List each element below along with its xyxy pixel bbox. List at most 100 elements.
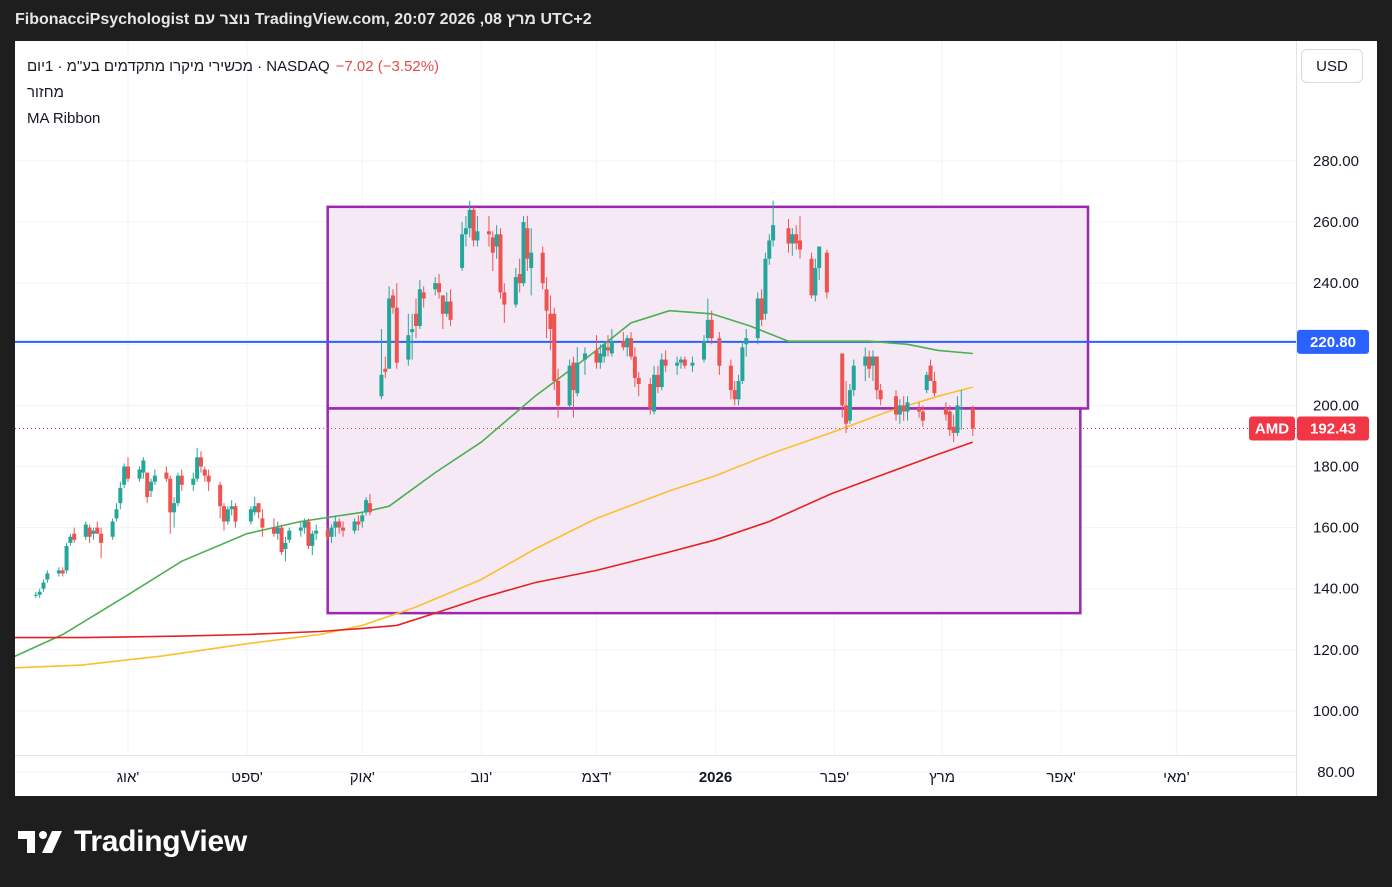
candle[interactable] (95, 521, 100, 534)
candle[interactable] (771, 200, 776, 247)
candle[interactable] (222, 503, 226, 531)
candle[interactable] (790, 228, 795, 256)
candle[interactable] (72, 527, 77, 543)
candle[interactable] (582, 347, 587, 375)
candle[interactable] (337, 518, 342, 534)
candle[interactable] (970, 405, 975, 436)
candle[interactable] (598, 344, 603, 369)
volume-legend[interactable]: מחזור (27, 84, 64, 101)
candle[interactable] (233, 503, 238, 528)
candle[interactable] (37, 588, 42, 598)
candle[interactable] (728, 359, 733, 400)
candle[interactable] (448, 289, 453, 326)
candle[interactable] (56, 567, 61, 577)
candle[interactable] (602, 341, 607, 363)
candle[interactable] (360, 512, 365, 528)
candle[interactable] (548, 295, 553, 351)
candle[interactable] (951, 414, 956, 443)
candle[interactable] (414, 298, 418, 339)
candle[interactable] (152, 469, 157, 485)
candle[interactable] (920, 405, 925, 427)
candle[interactable] (91, 527, 96, 540)
candle[interactable] (851, 359, 856, 397)
candle[interactable] (83, 521, 88, 540)
candle[interactable] (45, 570, 50, 583)
candle[interactable] (736, 374, 741, 406)
candle[interactable] (606, 335, 610, 357)
candle[interactable] (463, 215, 468, 247)
candle[interactable] (149, 478, 154, 498)
candle[interactable] (709, 310, 714, 345)
candle[interactable] (609, 329, 614, 357)
candle[interactable] (460, 222, 465, 271)
candle[interactable] (179, 469, 184, 491)
candle[interactable] (229, 500, 234, 516)
candle[interactable] (648, 377, 653, 415)
candle[interactable] (394, 283, 399, 369)
candle[interactable] (283, 536, 288, 562)
candle[interactable] (60, 567, 65, 577)
candle[interactable] (517, 258, 522, 293)
candle[interactable] (755, 292, 760, 345)
candle[interactable] (417, 280, 422, 330)
candle[interactable] (847, 384, 852, 424)
candle[interactable] (682, 356, 687, 369)
candle[interactable] (172, 497, 177, 528)
candle[interactable] (225, 506, 230, 525)
candle[interactable] (68, 533, 73, 546)
candle[interactable] (943, 402, 948, 421)
candle[interactable] (894, 390, 898, 421)
candle[interactable] (817, 246, 822, 281)
candle[interactable] (544, 277, 549, 339)
candle[interactable] (471, 206, 476, 247)
candle[interactable] (959, 390, 964, 430)
candle[interactable] (759, 289, 764, 326)
candle[interactable] (99, 527, 104, 559)
candle[interactable] (118, 481, 123, 510)
candle[interactable] (198, 451, 203, 473)
candle[interactable] (867, 350, 872, 378)
candle[interactable] (195, 448, 200, 482)
candle[interactable] (947, 405, 952, 436)
candle[interactable] (325, 527, 330, 540)
candle[interactable] (763, 252, 768, 320)
candle[interactable] (379, 329, 384, 400)
candle[interactable] (191, 472, 196, 491)
candle[interactable] (218, 481, 223, 519)
candle[interactable] (126, 457, 130, 482)
candle[interactable] (744, 329, 749, 357)
candle[interactable] (874, 356, 879, 400)
candle[interactable] (897, 399, 902, 424)
candle[interactable] (248, 506, 253, 525)
candle[interactable] (705, 298, 710, 342)
candle[interactable] (690, 356, 695, 372)
candle[interactable] (498, 228, 503, 299)
candle[interactable] (298, 521, 303, 537)
candle[interactable] (809, 252, 814, 299)
candle[interactable] (863, 347, 868, 381)
candle[interactable] (421, 286, 426, 308)
currency-button[interactable]: USD (1301, 49, 1363, 83)
candle[interactable] (652, 365, 657, 415)
candle[interactable] (870, 350, 875, 381)
candle[interactable] (329, 524, 334, 543)
candle[interactable] (521, 215, 526, 287)
candle[interactable] (440, 295, 445, 330)
candle[interactable] (928, 359, 933, 381)
candle[interactable] (367, 493, 372, 516)
candle[interactable] (314, 524, 319, 540)
candle[interactable] (794, 225, 799, 250)
candle[interactable] (110, 518, 115, 540)
candle[interactable] (410, 313, 415, 360)
candle[interactable] (444, 292, 449, 317)
candle[interactable] (252, 497, 257, 516)
candle[interactable] (64, 542, 69, 574)
candle[interactable] (621, 332, 626, 351)
candle[interactable] (164, 466, 169, 482)
candle[interactable] (767, 234, 772, 265)
candle[interactable] (932, 371, 937, 397)
candle[interactable] (275, 521, 280, 540)
candle[interactable] (145, 472, 150, 504)
candle[interactable] (168, 475, 173, 534)
candle[interactable] (141, 457, 146, 479)
